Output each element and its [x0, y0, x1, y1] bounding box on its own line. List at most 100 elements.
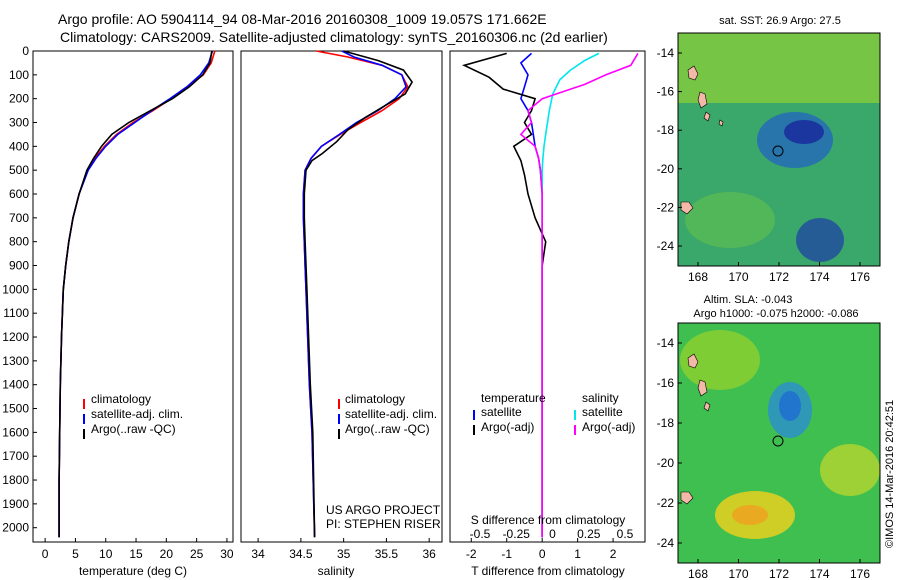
lon-tick-label: 170: [728, 567, 748, 580]
lat-tick-label: -14: [657, 336, 675, 350]
sst-green-patch: [685, 192, 775, 248]
difference-frame: [449, 50, 646, 543]
x-tick-label: 35: [337, 547, 351, 561]
salinity-legend: climatology satellite-adj. clim. Argo(..…: [338, 392, 437, 439]
lat-tick-label: -16: [657, 376, 675, 390]
depth-tick-label: 200: [9, 92, 29, 106]
legend-t-argo: Argo(-adj): [481, 420, 534, 434]
x-tick-label: 15: [129, 547, 143, 561]
salinity-xlabel: salinity: [318, 564, 355, 578]
sla-map-subtitle: Argo h1000: -0.075 h2000: -0.086: [693, 308, 858, 320]
depth-tick-label: 800: [9, 235, 29, 249]
lon-tick-label: 176: [850, 270, 870, 284]
difference-lines: [461, 52, 639, 538]
legend-climatology: climatology: [91, 392, 151, 406]
sst-map-land: [680, 65, 724, 215]
lat-tick-label: -24: [657, 536, 675, 550]
legend-salinity-heading: salinity: [582, 391, 619, 405]
salinity-lines: [302, 50, 414, 538]
depth-tick-label: 100: [9, 68, 29, 82]
series-line: [303, 50, 414, 538]
lon-tick-label: 176: [850, 567, 870, 580]
depth-tick-label: 300: [9, 116, 29, 130]
difference-legend: temperature satellite Argo(-adj) salinit…: [473, 391, 635, 435]
sst-float-marker: [772, 145, 784, 157]
depth-axis: 0 100 200 300 400 500 600 700 800 900 1000 1100 1200…: [2, 44, 37, 535]
legend-s-satellite: satellite: [582, 405, 623, 419]
x-tick-label: 34.5: [289, 547, 313, 561]
sla-map-title: Altim. SLA: -0.043: [704, 294, 793, 306]
series-line: [541, 52, 600, 538]
legend-s-argo: Argo(-adj): [582, 420, 635, 434]
x-tick-label: 1: [574, 547, 581, 561]
sla-high-core: [732, 505, 768, 525]
legend-argo: Argo(..raw -QC): [91, 422, 176, 436]
depth-tick-label: 1700: [2, 449, 29, 463]
series-line: [58, 50, 213, 538]
lon-tick-label: 168: [688, 567, 708, 580]
series-line: [519, 52, 639, 538]
depth-tick-label: 1900: [2, 497, 29, 511]
x-tick-label: 20: [160, 547, 174, 561]
depth-tick-label: 1100: [3, 306, 29, 320]
temperature-x-axis: 0 5 10 15 20 25 30: [42, 538, 234, 561]
lat-tick-label: -14: [657, 46, 675, 60]
sst-warm-band: [678, 33, 880, 103]
difference-top-xlabel: S difference from climatology: [471, 513, 626, 527]
x-tick-label: 30: [220, 547, 234, 561]
credit-pi: PI: STEPHEN RISER: [326, 517, 441, 531]
lon-tick-label: 174: [809, 567, 829, 580]
sst-cold-core: [784, 120, 824, 144]
legend-argo: Argo(..raw -QC): [345, 422, 430, 436]
sla-map-land: [680, 353, 711, 505]
top-x-tick-label: 0: [549, 527, 556, 541]
salinity-frame: [240, 50, 443, 543]
lon-tick-label: 172: [769, 567, 789, 580]
salinity-x-axis: 34 34.5 35 35.5 36: [251, 538, 436, 561]
x-tick-label: 5: [72, 547, 79, 561]
difference-panel: -2 -1 0 1 2 -0.5 -0.25 0 0.25 0.5 temperature sat…: [449, 50, 646, 578]
temperature-xlabel: temperature (deg C): [79, 564, 187, 578]
x-tick-label: 2: [610, 547, 617, 561]
salinity-panel: 34 34.5 35 35.5 36 climatology satellite-adj…: [240, 50, 443, 578]
sla-map-axes: -14 -16 -18 -20 -22 -24 168 170 172 174 176: [657, 336, 871, 580]
credit-project: US ARGO PROJECT: [326, 503, 441, 517]
x-tick-label: 0: [42, 547, 49, 561]
legend-t-satellite: satellite: [481, 405, 522, 419]
lon-tick-label: 170: [728, 270, 748, 284]
depth-tick-label: 600: [9, 187, 29, 201]
lat-tick-label: -16: [657, 85, 675, 99]
depth-tick-label: 400: [9, 139, 29, 153]
top-x-tick-label: -0.5: [470, 527, 491, 541]
sla-low-core: [779, 391, 801, 421]
x-tick-label: 0: [539, 547, 546, 561]
x-tick-label: 35.5: [375, 547, 399, 561]
lon-tick-label: 174: [809, 270, 829, 284]
lat-tick-label: -18: [657, 123, 675, 137]
x-tick-label: -2: [466, 547, 477, 561]
difference-xlabel: T difference from climatology: [471, 564, 625, 578]
temperature-legend: climatology satellite-adj. clim. Argo(..…: [83, 392, 183, 439]
sst-map-axes: -14 -16 -18 -20 -22 -24 168 170 172 174 176: [657, 46, 871, 284]
lat-tick-label: -24: [657, 239, 675, 253]
temperature-panel: 0100200300400500600700800900100011001200…: [2, 44, 234, 578]
lat-tick-label: -22: [657, 496, 675, 510]
x-tick-label: -1: [501, 547, 512, 561]
depth-tick-label: 1600: [2, 425, 29, 439]
temperature-lines: [58, 50, 216, 538]
lat-tick-label: -18: [657, 416, 675, 430]
series-line: [58, 50, 216, 538]
series-line: [302, 50, 408, 538]
depth-tick-label: 1800: [2, 473, 29, 487]
top-x-tick-label: 0.5: [617, 527, 634, 541]
header-line-2: Climatology: CARS2009. Satellite-adjuste…: [60, 29, 608, 45]
sla-yellow-patch-east: [820, 444, 880, 496]
legend-temperature-heading: temperature: [481, 391, 546, 405]
sst-map: sat. SST: 26.9 Argo: 27.5 -14 -16 -18 -20 -2…: [657, 15, 881, 284]
lon-tick-label: 172: [769, 270, 789, 284]
depth-tick-label: 0: [22, 44, 29, 58]
depth-tick-label: 1400: [2, 378, 29, 392]
series-line: [461, 52, 547, 538]
header-line-1: Argo profile: AO 5904114_94 08-Mar-2016 …: [58, 11, 547, 27]
